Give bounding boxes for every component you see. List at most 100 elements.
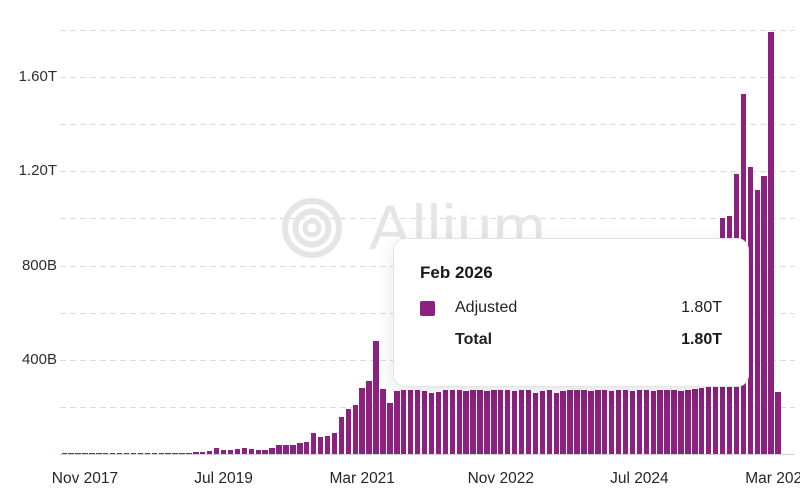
bar[interactable]	[539, 390, 546, 454]
bar[interactable]	[310, 433, 317, 454]
bar[interactable]	[255, 450, 261, 454]
bar[interactable]	[602, 389, 608, 454]
bar[interactable]	[304, 441, 310, 454]
bar[interactable]	[387, 402, 393, 454]
bar[interactable]	[477, 390, 483, 454]
bar[interactable]	[643, 390, 649, 454]
bar[interactable]	[116, 453, 123, 454]
bar[interactable]	[324, 435, 331, 454]
bar[interactable]	[165, 453, 171, 454]
bar[interactable]	[345, 409, 352, 454]
bar[interactable]	[200, 452, 206, 454]
bar[interactable]	[456, 390, 462, 454]
bar[interactable]	[491, 389, 497, 454]
bar[interactable]	[636, 389, 643, 454]
bar[interactable]	[498, 390, 504, 454]
bar[interactable]	[317, 437, 324, 454]
bar[interactable]	[338, 417, 345, 454]
bar[interactable]	[435, 392, 442, 454]
bar[interactable]	[96, 453, 102, 454]
bar[interactable]	[68, 453, 74, 454]
bar[interactable]	[401, 389, 407, 454]
bar[interactable]	[394, 390, 400, 454]
bar[interactable]	[110, 453, 116, 454]
bar[interactable]	[193, 452, 199, 454]
bar[interactable]	[484, 390, 490, 454]
bar[interactable]	[747, 166, 753, 454]
bar[interactable]	[290, 445, 296, 454]
bar[interactable]	[103, 453, 109, 454]
bar[interactable]	[574, 390, 580, 454]
bar[interactable]	[297, 443, 303, 454]
bar[interactable]	[220, 450, 227, 454]
bar[interactable]	[511, 390, 518, 454]
bar[interactable]	[241, 448, 248, 454]
bar[interactable]	[179, 452, 185, 454]
bar[interactable]	[75, 453, 81, 454]
bar[interactable]	[421, 390, 428, 454]
bar[interactable]	[408, 390, 414, 454]
bar[interactable]	[137, 453, 144, 454]
bar[interactable]	[678, 390, 684, 454]
bar[interactable]	[172, 452, 178, 454]
bar[interactable]	[130, 453, 137, 454]
bar[interactable]	[768, 32, 774, 454]
bar[interactable]	[705, 386, 712, 454]
bar[interactable]	[414, 389, 421, 454]
bar[interactable]	[276, 444, 282, 454]
bar[interactable]	[581, 389, 587, 454]
bar[interactable]	[151, 453, 157, 454]
bar[interactable]	[463, 390, 469, 454]
bar[interactable]	[699, 387, 705, 454]
bar[interactable]	[692, 388, 698, 454]
bar[interactable]	[615, 389, 622, 454]
bar[interactable]	[331, 433, 338, 454]
bar[interactable]	[754, 190, 760, 454]
bar[interactable]	[186, 452, 192, 454]
bar[interactable]	[123, 453, 130, 454]
bar[interactable]	[664, 390, 670, 454]
bar[interactable]	[532, 392, 539, 454]
bar[interactable]	[366, 380, 372, 454]
bar[interactable]	[608, 390, 615, 454]
bar[interactable]	[352, 404, 358, 454]
bar[interactable]	[373, 340, 379, 454]
bar[interactable]	[61, 453, 67, 454]
bar[interactable]	[269, 447, 275, 454]
bar[interactable]	[262, 449, 268, 454]
bar[interactable]	[380, 388, 386, 454]
bar[interactable]	[657, 389, 663, 454]
bar[interactable]	[525, 389, 532, 454]
bar[interactable]	[588, 390, 594, 454]
bar[interactable]	[775, 391, 781, 454]
bar[interactable]	[144, 453, 151, 454]
bar[interactable]	[567, 389, 573, 454]
bar[interactable]	[622, 390, 629, 454]
bar[interactable]	[82, 453, 88, 454]
bar[interactable]	[505, 389, 511, 454]
bar[interactable]	[283, 445, 289, 454]
bar[interactable]	[428, 393, 435, 454]
bar[interactable]	[449, 389, 455, 454]
bar[interactable]	[650, 390, 656, 454]
bar[interactable]	[207, 450, 213, 454]
bar[interactable]	[595, 390, 601, 454]
bar[interactable]	[685, 389, 691, 454]
bar[interactable]	[712, 387, 719, 454]
bar[interactable]	[89, 453, 95, 454]
bar[interactable]	[560, 390, 566, 454]
bar[interactable]	[518, 390, 525, 454]
bar[interactable]	[442, 390, 449, 454]
bar[interactable]	[553, 393, 559, 454]
bar[interactable]	[359, 388, 365, 454]
bar[interactable]	[761, 176, 767, 454]
bar[interactable]	[546, 389, 552, 454]
bar[interactable]	[234, 449, 241, 454]
bar[interactable]	[470, 389, 476, 454]
bar[interactable]	[213, 448, 220, 454]
bar[interactable]	[248, 449, 254, 454]
bar[interactable]	[671, 389, 677, 454]
bar[interactable]	[227, 450, 234, 454]
bar[interactable]	[158, 453, 164, 454]
bar[interactable]	[629, 390, 636, 454]
